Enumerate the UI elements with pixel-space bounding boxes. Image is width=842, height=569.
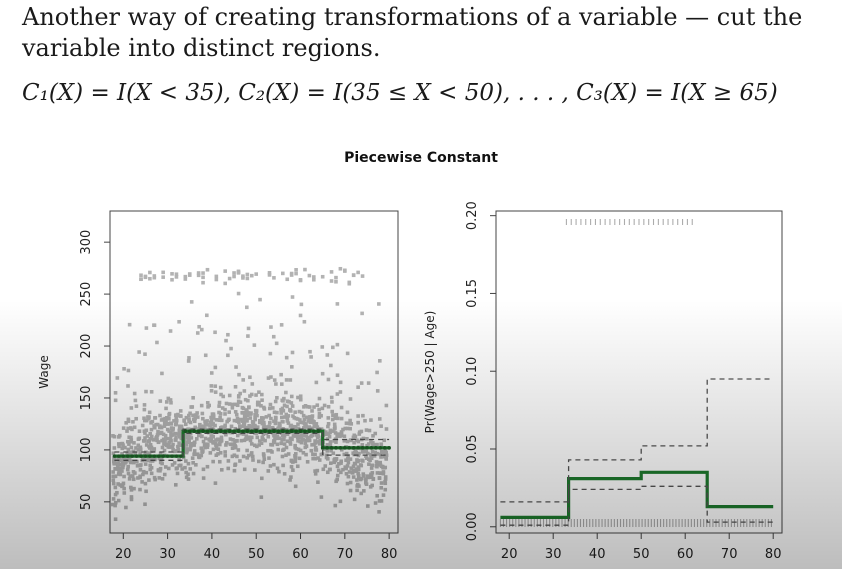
y-tick-label: 250 bbox=[79, 282, 94, 307]
intro-text: Another way of creating transformations … bbox=[22, 3, 803, 62]
y-tick-label: 0.20 bbox=[465, 201, 480, 230]
formula: C₁(X) = I(X < 35), C₂(X) = I(35 ≤ X < 50… bbox=[22, 80, 778, 106]
x-tick-label: 20 bbox=[115, 547, 132, 562]
x-tick-label: 60 bbox=[292, 547, 309, 562]
plot-frame bbox=[495, 210, 783, 534]
x-tick-label: 60 bbox=[677, 547, 694, 562]
step-fit-line bbox=[500, 470, 774, 520]
x-tick-label: 30 bbox=[545, 547, 562, 562]
chart-panel-1: 20 30 40 50 60 70 80 50 100 150 200 250 300 Wage bbox=[37, 210, 399, 562]
x-tick-label: 70 bbox=[721, 547, 738, 562]
plot-frame bbox=[109, 210, 399, 534]
x-tick-label: 80 bbox=[381, 547, 398, 562]
x-tick-label: 20 bbox=[501, 547, 518, 562]
fit-markers bbox=[112, 429, 391, 458]
confidence-band-lower bbox=[114, 432, 390, 461]
y-tick-label: 300 bbox=[79, 230, 94, 255]
confidence-band-upper bbox=[114, 428, 390, 453]
y-tick-label: 200 bbox=[79, 334, 94, 359]
y-tick-label: 150 bbox=[79, 386, 94, 411]
rug-marks bbox=[499, 219, 772, 527]
y-axis-label: Wage bbox=[37, 355, 51, 388]
figure-title: Piecewise Constant bbox=[344, 150, 498, 166]
x-tick-label: 50 bbox=[248, 547, 265, 562]
x-tick-label: 50 bbox=[633, 547, 650, 562]
x-tick-label: 70 bbox=[337, 547, 354, 562]
y-tick-label: 0.15 bbox=[465, 279, 480, 308]
y-tick-label: 0.00 bbox=[465, 512, 480, 541]
y-tick-label: 50 bbox=[79, 494, 94, 511]
chart-panel-2: 20 30 40 50 60 70 80 0.00 0.05 0.10 0.15 0.20 Pr(Wag… bbox=[423, 201, 783, 562]
y-tick-label: 0.10 bbox=[465, 357, 480, 386]
confidence-band-lower bbox=[500, 485, 774, 526]
raw-data-points bbox=[111, 266, 389, 522]
x-tick-label: 30 bbox=[159, 547, 176, 562]
confidence-band-upper bbox=[500, 378, 774, 503]
plot-area bbox=[499, 219, 774, 527]
y-tick-label: 100 bbox=[79, 437, 94, 462]
y-axis-label: Pr(Wage>250 | Age) bbox=[423, 311, 437, 434]
x-tick-label: 80 bbox=[765, 547, 782, 562]
y-tick-label: 0.05 bbox=[465, 435, 480, 464]
x-tick-label: 40 bbox=[589, 547, 606, 562]
x-tick-label: 40 bbox=[204, 547, 221, 562]
plot-area bbox=[111, 266, 391, 522]
